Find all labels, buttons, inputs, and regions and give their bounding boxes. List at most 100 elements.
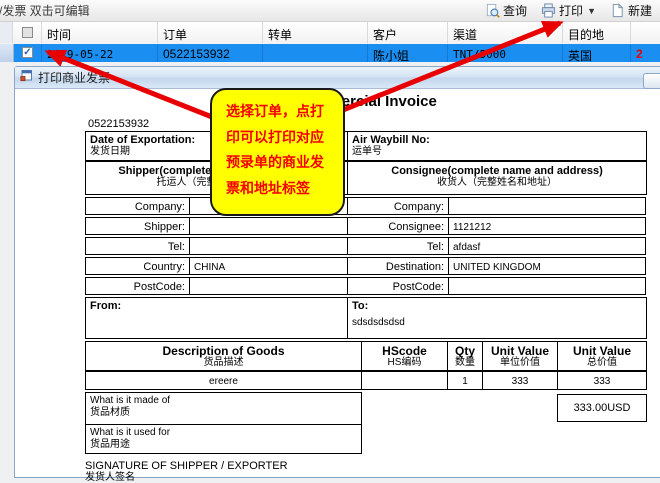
row-destination-cell: 英国 bbox=[563, 44, 631, 62]
row-selector-header bbox=[0, 22, 13, 43]
new-document-icon bbox=[610, 3, 625, 18]
invoice-total-box: 333.00USD bbox=[557, 394, 647, 422]
export-date-zh: 发货日期 bbox=[90, 146, 130, 157]
from-to-row: From: To: sdsdsdsdsd bbox=[85, 297, 647, 339]
invoice-heading: Commercial Invoice bbox=[295, 93, 437, 110]
invoice-table: Date of Exportation: 发货日期 Air Waybill No… bbox=[85, 131, 647, 483]
top-toolbar: /发票 双击可编辑 查询 打印 ▼ 新建 bbox=[0, 0, 660, 22]
awb-zh: 运单号 bbox=[352, 146, 382, 157]
row-checkbox-cell bbox=[13, 44, 42, 62]
column-header-destination[interactable]: 目的地 bbox=[563, 22, 631, 43]
column-header-order[interactable]: 订单 bbox=[158, 22, 263, 43]
print-dropdown-caret-icon[interactable]: ▼ bbox=[587, 5, 596, 16]
column-header-channel[interactable]: 渠道 bbox=[448, 22, 563, 43]
goods-hscode-en: HScode bbox=[382, 344, 427, 358]
goods-description-value: ereere bbox=[85, 371, 362, 390]
shipper-name-label: Shipper: bbox=[85, 217, 190, 235]
signature-en: SIGNATURE OF SHIPPER / EXPORTER bbox=[85, 460, 288, 472]
column-header-time[interactable]: 时间 bbox=[42, 22, 158, 43]
from-cell: From: bbox=[85, 297, 348, 339]
order-row-selected[interactable]: 2019-05-22 15:30:08 0522153932 陈小姐 TNT/5… bbox=[0, 44, 660, 62]
goods-qty-en: Qty bbox=[454, 344, 475, 358]
toolbar-buttons: 查询 打印 ▼ 新建 bbox=[485, 2, 652, 19]
select-all-checkbox[interactable] bbox=[22, 27, 33, 38]
material-usage-box: What is it made of 货品材质 What is it used … bbox=[85, 392, 362, 454]
consignee-name-label: Consignee: bbox=[347, 217, 449, 235]
instruction-callout: 选择订单，点打 印可以打印对应 预录单的商业发 票和地址标签 bbox=[210, 88, 345, 216]
to-cell: To: sdsdsdsdsd bbox=[347, 297, 647, 339]
row-customer-cell: 陈小姐 bbox=[368, 44, 448, 62]
column-header-customer[interactable]: 客户 bbox=[368, 22, 448, 43]
consignee-tel-label: Tel: bbox=[347, 237, 449, 255]
field-row-country: Country: CHINA Destination: UNITED KINGD… bbox=[85, 257, 647, 275]
goods-header-hscode: HScode HS编码 bbox=[361, 341, 448, 371]
column-header-transfer[interactable]: 转单 bbox=[263, 22, 368, 43]
goods-unit-value: 333 bbox=[482, 371, 558, 390]
invoice-row-dates: Date of Exportation: 发货日期 Air Waybill No… bbox=[85, 131, 647, 161]
from-label: From: bbox=[90, 300, 122, 312]
column-header-extra bbox=[631, 22, 660, 43]
search-icon bbox=[485, 3, 500, 18]
window-title: 打印商业发票 bbox=[38, 71, 111, 85]
row-transfer-cell bbox=[263, 44, 368, 62]
shipper-country-value: CHINA bbox=[189, 257, 348, 275]
row-checkbox[interactable]: ✓ bbox=[22, 47, 33, 58]
export-date-en: Date of Exportation: bbox=[90, 134, 196, 146]
shipper-tel-label: Tel: bbox=[85, 237, 190, 255]
print-button[interactable]: 打印 ▼ bbox=[541, 2, 596, 19]
checkbox-column-header bbox=[13, 22, 42, 43]
consignee-header-en: Consignee(complete name and address) bbox=[391, 165, 603, 177]
page-title: /发票 双击可编辑 bbox=[0, 4, 90, 18]
destination-label: Destination: bbox=[347, 257, 449, 275]
used-for-en: What is it used for bbox=[90, 427, 171, 438]
field-row-tel: Tel: Tel: afdasf bbox=[85, 237, 647, 255]
window-control-button[interactable] bbox=[643, 73, 660, 89]
used-for-zh: 货品用途 bbox=[90, 439, 130, 450]
invoice-order-number: 0522153932 bbox=[88, 118, 150, 130]
goods-total-value: 333 bbox=[557, 371, 647, 390]
field-row-postcode: PostCode: PostCode: bbox=[85, 277, 647, 295]
consignee-postcode-value bbox=[448, 277, 646, 295]
consignee-header-cell: Consignee(complete name and address) 收货人… bbox=[347, 161, 647, 195]
destination-value: UNITED KINGDOM bbox=[448, 257, 646, 275]
shipper-postcode-value bbox=[189, 277, 348, 295]
used-for-cell: What is it used for 货品用途 bbox=[86, 425, 361, 453]
awb-cell: Air Waybill No: 运单号 bbox=[347, 131, 647, 161]
orders-grid-header: 时间 订单 转单 客户 渠道 目的地 bbox=[0, 22, 660, 45]
row-channel-cell: TNT/5000 bbox=[448, 44, 563, 62]
query-button-label: 查询 bbox=[503, 4, 528, 18]
shipper-name-value bbox=[189, 217, 348, 235]
consignee-company-label: Company: bbox=[347, 197, 449, 215]
window-titlebar[interactable]: 打印商业发票 bbox=[15, 67, 660, 89]
goods-header-description: Description of Goods 货品描述 bbox=[85, 341, 362, 371]
invoice-preview-area: Commercial Invoice 0522153932 Date of Ex… bbox=[15, 89, 660, 483]
goods-qty-zh: 数量 bbox=[455, 357, 475, 368]
goods-bottom-section: What is it made of 货品材质 What is it used … bbox=[85, 392, 647, 454]
to-value: sdsdsdsdsd bbox=[352, 317, 405, 328]
goods-header-total-value: Unit Value 总价值 bbox=[557, 341, 647, 371]
field-row-company: Company: Company: bbox=[85, 197, 647, 215]
goods-unitvalue-en: Unit Value bbox=[490, 344, 549, 358]
made-of-zh: 货品材质 bbox=[90, 407, 130, 418]
shipper-country-label: Country: bbox=[85, 257, 190, 275]
made-of-en: What is it made of bbox=[90, 395, 171, 406]
query-button[interactable]: 查询 bbox=[485, 2, 527, 19]
shipper-postcode-label: PostCode: bbox=[85, 277, 190, 295]
shipper-tel-value bbox=[189, 237, 348, 255]
row-selector-cell[interactable] bbox=[0, 44, 14, 62]
to-label: To: bbox=[352, 300, 369, 312]
consignee-company-value bbox=[448, 197, 646, 215]
field-row-name: Shipper: Consignee: 1121212 bbox=[85, 217, 647, 235]
new-button-label: 新建 bbox=[627, 4, 652, 18]
window-form-icon bbox=[20, 69, 33, 87]
print-button-label: 打印 bbox=[559, 4, 584, 18]
goods-header-unit-value: Unit Value 单位价值 bbox=[482, 341, 558, 371]
goods-totalvalue-zh: 总价值 bbox=[587, 357, 617, 368]
consignee-header-zh: 收货人（完整姓名和地址） bbox=[437, 177, 557, 188]
consignee-name-value: 1121212 bbox=[448, 217, 646, 235]
goods-header-row: Description of Goods 货品描述 HScode HS编码 Qt… bbox=[85, 341, 647, 371]
goods-data-row: ereere 1 333 333 bbox=[85, 371, 647, 390]
invoice-row-parties: Shipper(complete name and address) 托运人（完… bbox=[85, 161, 647, 195]
new-button[interactable]: 新建 bbox=[610, 2, 652, 19]
goods-totalvalue-en: Unit Value bbox=[572, 344, 631, 358]
